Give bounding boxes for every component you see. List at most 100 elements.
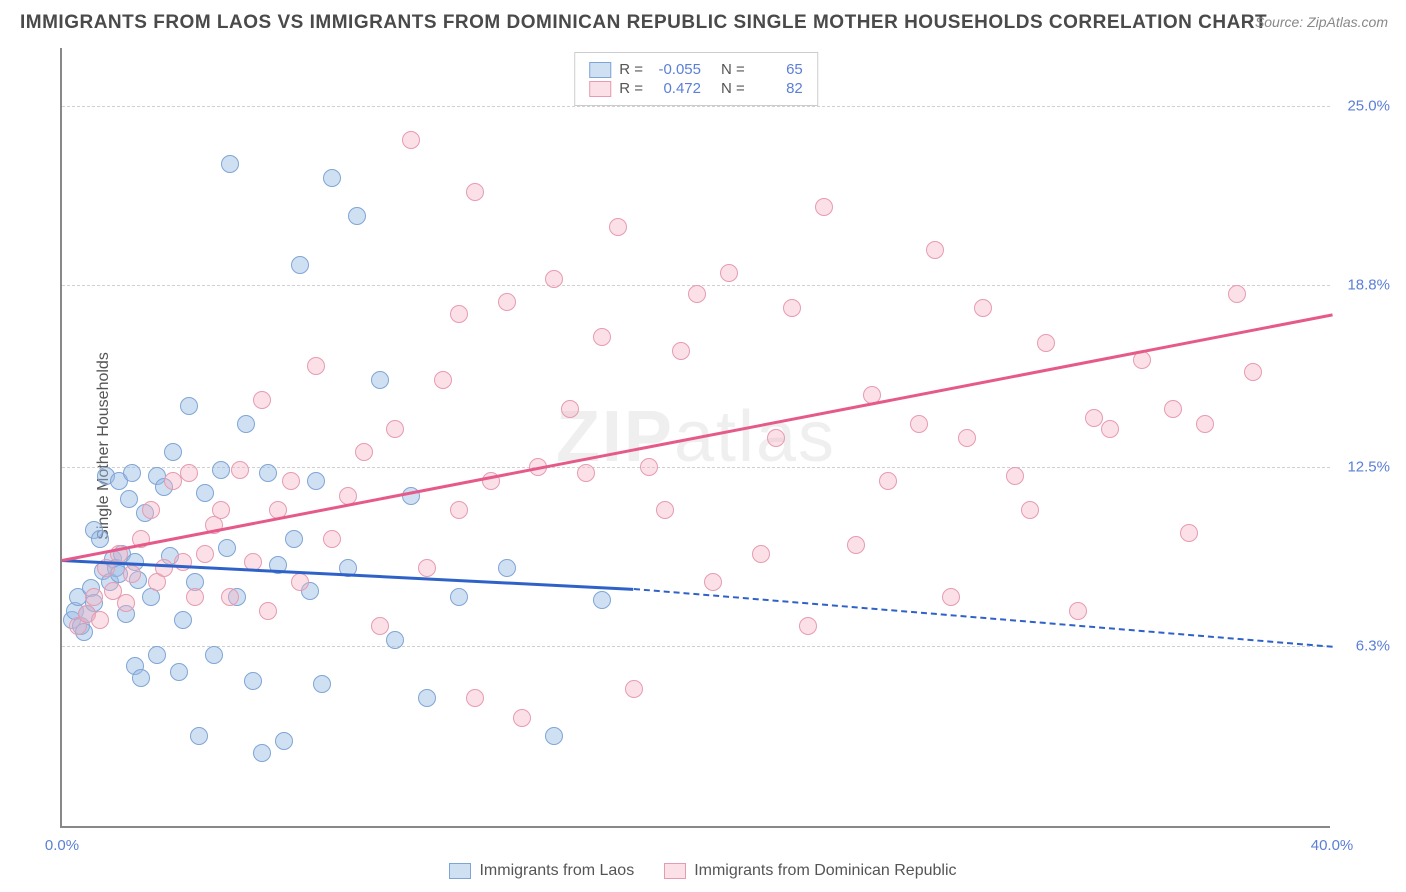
- gridline: [62, 467, 1330, 468]
- plot-area: ZIPatlas R =-0.055N =65R =0.472N =82 6.3…: [60, 48, 1330, 828]
- data-point: [85, 588, 103, 606]
- data-point: [593, 328, 611, 346]
- data-point: [386, 420, 404, 438]
- stat-r-value: 0.472: [651, 80, 701, 97]
- source-attribution: Source: ZipAtlas.com: [1255, 14, 1388, 30]
- data-point: [1021, 501, 1039, 519]
- data-point: [561, 400, 579, 418]
- data-point: [253, 744, 271, 762]
- data-point: [1228, 285, 1246, 303]
- legend-swatch: [589, 62, 611, 78]
- data-point: [205, 646, 223, 664]
- data-point: [120, 490, 138, 508]
- data-point: [498, 293, 516, 311]
- legend-stats-row: R =0.472N =82: [589, 80, 803, 97]
- data-point: [450, 501, 468, 519]
- data-point: [371, 617, 389, 635]
- stat-r-label: R =: [619, 80, 643, 97]
- data-point: [275, 732, 293, 750]
- data-point: [117, 594, 135, 612]
- data-point: [259, 464, 277, 482]
- data-point: [221, 588, 239, 606]
- data-point: [196, 545, 214, 563]
- data-point: [545, 727, 563, 745]
- data-point: [259, 602, 277, 620]
- stat-n-value: 65: [753, 61, 803, 78]
- data-point: [1180, 524, 1198, 542]
- data-point: [434, 371, 452, 389]
- legend-item: Immigrants from Dominican Republic: [664, 862, 956, 880]
- data-point: [164, 443, 182, 461]
- data-point: [942, 588, 960, 606]
- data-point: [910, 415, 928, 433]
- data-point: [1006, 467, 1024, 485]
- trend-line: [62, 314, 1332, 562]
- data-point: [767, 429, 785, 447]
- data-point: [1037, 334, 1055, 352]
- data-point: [91, 611, 109, 629]
- stat-r-value: -0.055: [651, 61, 701, 78]
- data-point: [186, 588, 204, 606]
- data-point: [212, 501, 230, 519]
- trend-line-dashed: [633, 588, 1332, 648]
- x-tick-label: 40.0%: [1311, 837, 1354, 854]
- data-point: [1085, 409, 1103, 427]
- data-point: [132, 669, 150, 687]
- data-point: [1244, 363, 1262, 381]
- data-point: [625, 680, 643, 698]
- data-point: [466, 183, 484, 201]
- data-point: [815, 198, 833, 216]
- data-point: [231, 461, 249, 479]
- data-point: [450, 588, 468, 606]
- data-point: [212, 461, 230, 479]
- data-point: [974, 299, 992, 317]
- legend-swatch: [589, 81, 611, 97]
- stat-n-label: N =: [721, 80, 745, 97]
- data-point: [253, 391, 271, 409]
- data-point: [355, 443, 373, 461]
- data-point: [1101, 420, 1119, 438]
- data-point: [323, 169, 341, 187]
- y-tick-label: 12.5%: [1347, 458, 1390, 475]
- data-point: [282, 472, 300, 490]
- data-point: [170, 663, 188, 681]
- data-point: [450, 305, 468, 323]
- data-point: [91, 530, 109, 548]
- data-point: [466, 689, 484, 707]
- data-point: [704, 573, 722, 591]
- legend-stats: R =-0.055N =65R =0.472N =82: [574, 52, 818, 106]
- data-point: [307, 472, 325, 490]
- data-point: [688, 285, 706, 303]
- data-point: [847, 536, 865, 554]
- data-point: [752, 545, 770, 563]
- data-point: [783, 299, 801, 317]
- legend-swatch: [449, 863, 471, 879]
- y-tick-label: 25.0%: [1347, 97, 1390, 114]
- data-point: [155, 559, 173, 577]
- data-point: [371, 371, 389, 389]
- data-point: [879, 472, 897, 490]
- data-point: [640, 458, 658, 476]
- data-point: [593, 591, 611, 609]
- data-point: [190, 727, 208, 745]
- data-point: [545, 270, 563, 288]
- data-point: [1164, 400, 1182, 418]
- data-point: [148, 646, 166, 664]
- data-point: [180, 397, 198, 415]
- legend-label: Immigrants from Dominican Republic: [694, 862, 956, 880]
- legend-item: Immigrants from Laos: [449, 862, 634, 880]
- data-point: [498, 559, 516, 577]
- data-point: [513, 709, 531, 727]
- data-point: [577, 464, 595, 482]
- y-tick-label: 6.3%: [1356, 638, 1390, 655]
- data-point: [237, 415, 255, 433]
- legend-label: Immigrants from Laos: [479, 862, 634, 880]
- data-point: [386, 631, 404, 649]
- data-point: [720, 264, 738, 282]
- data-point: [123, 565, 141, 583]
- stat-n-label: N =: [721, 61, 745, 78]
- legend-bottom: Immigrants from Laos Immigrants from Domi…: [0, 862, 1406, 880]
- data-point: [672, 342, 690, 360]
- data-point: [291, 256, 309, 274]
- data-point: [307, 357, 325, 375]
